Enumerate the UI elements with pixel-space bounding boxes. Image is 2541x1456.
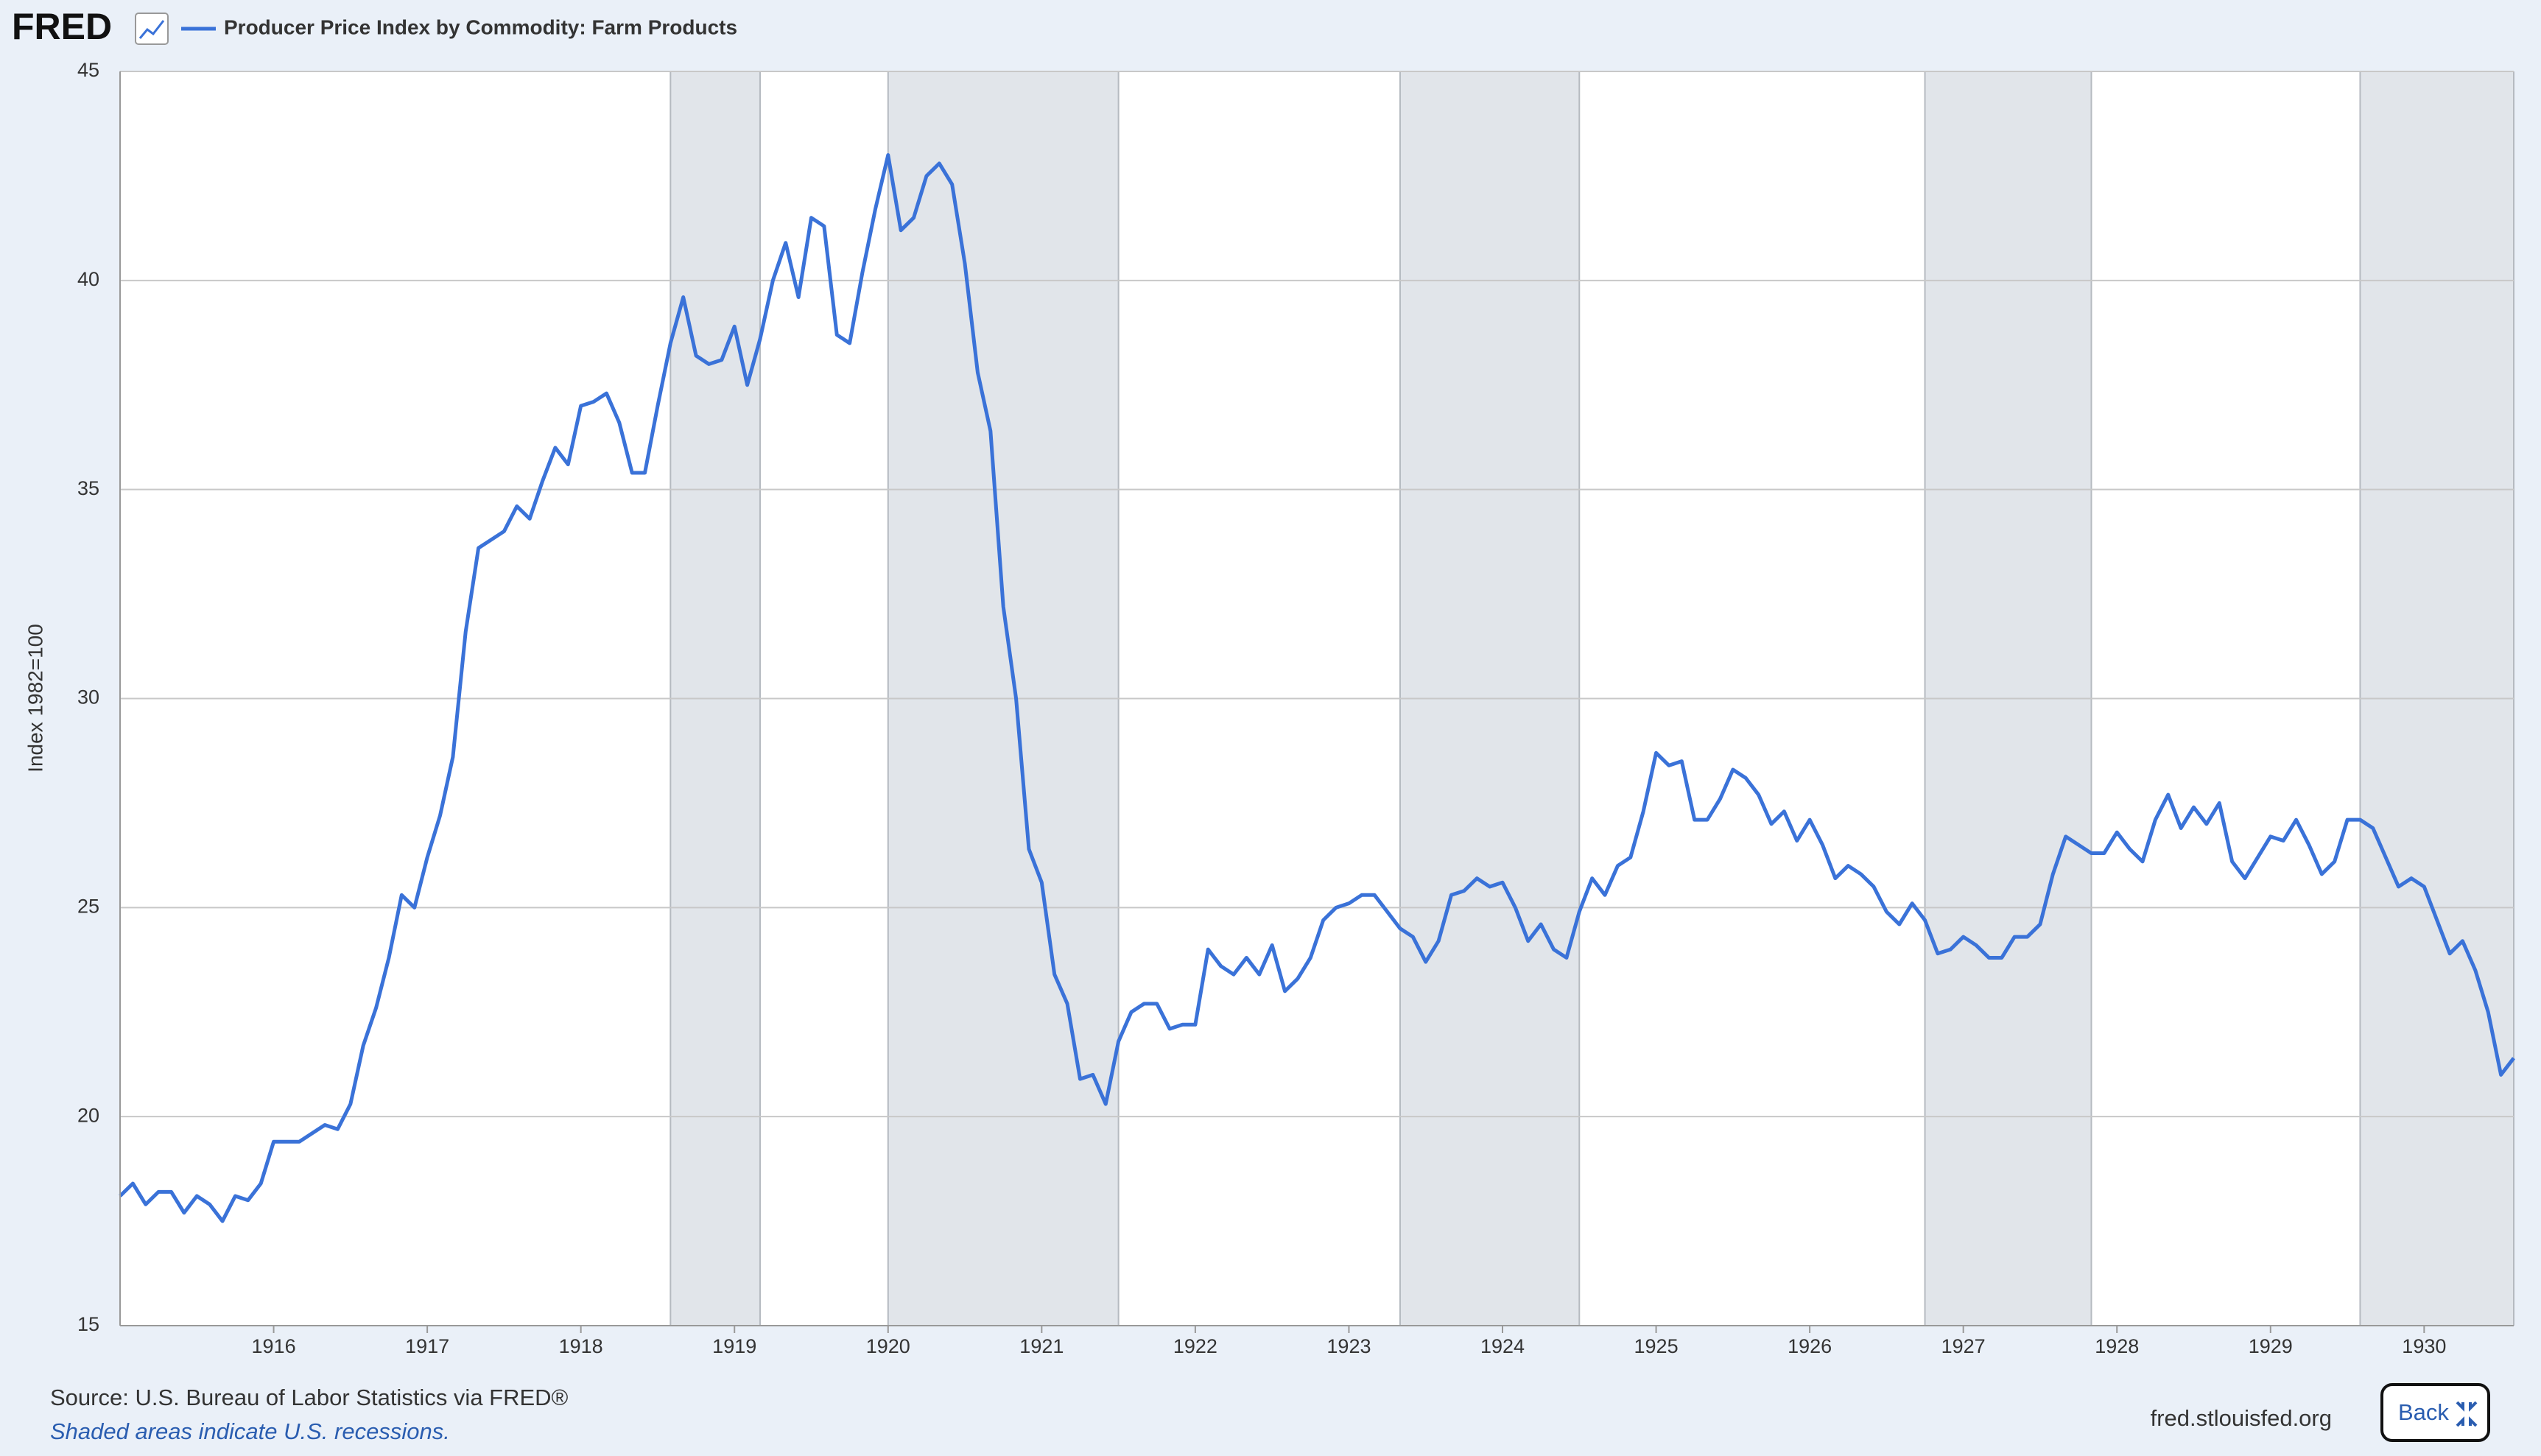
x-tick-label: 1924 <box>1480 1335 1525 1357</box>
y-axis-label: Index 1982=100 <box>24 624 46 773</box>
grid <box>120 71 2514 1326</box>
back-button-frame[interactable] <box>2380 1383 2490 1442</box>
x-tick-label: 1930 <box>2402 1335 2446 1357</box>
logo: FRED <box>12 6 112 47</box>
logo-icon <box>135 13 169 45</box>
y-tick-label: 40 <box>77 268 99 290</box>
x-tick-label: 1926 <box>1788 1335 1832 1357</box>
x-tick-label: 1925 <box>1634 1335 1679 1357</box>
legend-title: Producer Price Index by Commodity: Farm … <box>224 15 737 38</box>
site-url: fred.stlouisfed.org <box>2151 1405 2332 1431</box>
recession-note: Shaded areas indicate U.S. recessions. <box>50 1418 450 1444</box>
x-tick-label: 1920 <box>866 1335 910 1357</box>
y-tick-label: 45 <box>77 59 99 81</box>
x-tick-label: 1922 <box>1173 1335 1217 1357</box>
lines <box>119 153 2515 1223</box>
x-tick-label: 1916 <box>252 1335 296 1357</box>
y-tick-label: 30 <box>77 686 99 708</box>
x-tick-label: 1918 <box>559 1335 603 1357</box>
y-tick-label: 35 <box>77 477 99 499</box>
x-tick-label: 1921 <box>1019 1335 1064 1357</box>
y-tick-label: 15 <box>77 1313 99 1335</box>
y-tick-label: 25 <box>77 895 99 917</box>
back-button-label[interactable]: Back <box>2398 1399 2449 1425</box>
x-tick-label: 1923 <box>1326 1335 1371 1357</box>
source: Source: U.S. Bureau of Labor Statistics … <box>50 1385 569 1410</box>
x-tick-label: 1927 <box>1941 1335 1986 1357</box>
x-tick-label: 1928 <box>2095 1335 2139 1357</box>
x-tick-label: 1919 <box>712 1335 756 1357</box>
x-tick-label: 1929 <box>2249 1335 2293 1357</box>
back-button[interactable]: Back <box>2380 1383 2490 1442</box>
y-tick-label: 20 <box>77 1104 99 1126</box>
x-tick-label: 1917 <box>405 1335 449 1357</box>
series-line <box>119 153 2515 1223</box>
